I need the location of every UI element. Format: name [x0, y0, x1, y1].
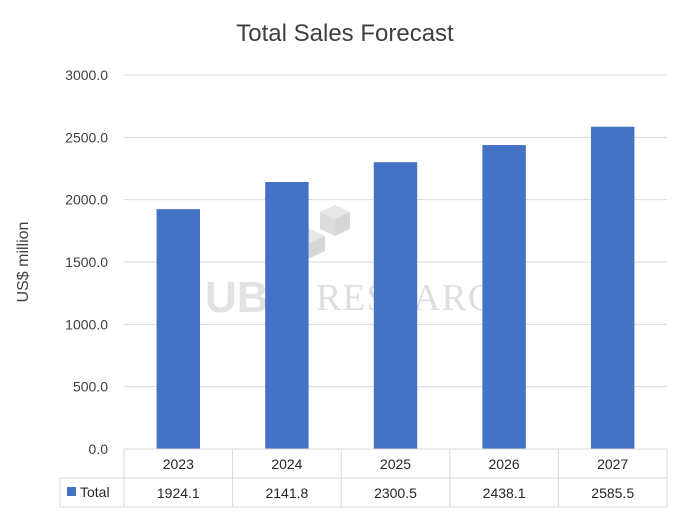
- y-tick-label: 3000.0: [65, 67, 108, 83]
- bar-2026: [482, 145, 526, 449]
- x-tick-label: 2027: [597, 456, 628, 472]
- x-tick-label: 2025: [380, 456, 411, 472]
- data-table: 2023 1924.1 2024 2141.8 2025 2300.5 2026 2438.1…: [59, 449, 668, 508]
- y-tick-label: 1500.0: [65, 254, 108, 270]
- data-label: 2585.5: [591, 485, 634, 501]
- watermark: UBI RESEARCH: [205, 205, 521, 322]
- y-tick-label: 2000.0: [65, 192, 108, 208]
- legend-label: Total: [80, 484, 110, 500]
- y-axis-label: US$ million: [15, 222, 32, 303]
- data-label: 2141.8: [265, 485, 308, 501]
- y-tick-label: 0.0: [89, 441, 109, 457]
- data-label: 1924.1: [157, 485, 200, 501]
- bar-2023: [156, 209, 201, 449]
- bars: [156, 126, 635, 450]
- y-tick-label: 1000.0: [65, 316, 108, 332]
- x-tick-label: 2023: [163, 456, 194, 472]
- legend-swatch: [67, 487, 76, 496]
- y-tick-label: 2500.0: [65, 129, 108, 145]
- y-axis-ticks: 0.0 500.0 1000.0 1500.0 2000.0 2500.0 3000.0: [65, 67, 108, 457]
- x-tick-label: 2026: [489, 456, 520, 472]
- chart-title: Total Sales Forecast: [236, 20, 454, 47]
- bar-2027: [590, 126, 635, 450]
- data-label: 2438.1: [483, 485, 526, 501]
- x-tick-label: 2024: [271, 456, 302, 472]
- bar-2025: [373, 162, 418, 449]
- data-label: 2300.5: [374, 485, 417, 501]
- y-tick-label: 500.0: [73, 379, 108, 395]
- bar-2024: [265, 181, 309, 449]
